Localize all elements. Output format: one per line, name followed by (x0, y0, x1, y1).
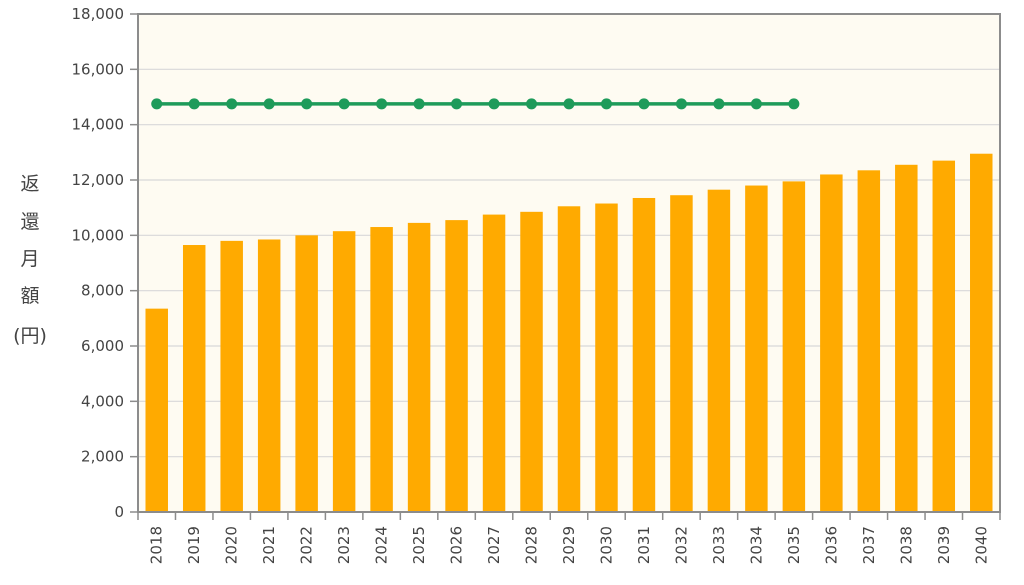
data-point (713, 98, 725, 110)
x-tick-label: 2039 (935, 526, 953, 564)
x-tick-label: 2021 (260, 526, 278, 564)
bar (370, 227, 393, 513)
x-tick-label: 2026 (448, 526, 466, 564)
x-tick-label: 2027 (485, 526, 503, 564)
bar (970, 153, 993, 512)
x-tick-label: 2028 (523, 526, 541, 564)
data-point (526, 98, 538, 110)
bar (520, 211, 543, 513)
x-tick-label: 2029 (560, 526, 578, 564)
x-tick-label: 2038 (897, 526, 915, 564)
x-tick-label: 2033 (710, 526, 728, 564)
y-tick-label: 8,000 (81, 282, 124, 300)
x-tick-label: 2035 (785, 526, 803, 564)
data-point (488, 98, 500, 110)
data-point (750, 98, 762, 110)
y-tick-labels: 0 2,000 4,000 6,000 8,000 10,000 12,000 14,000 1… (72, 5, 125, 521)
y-axis-label-char: 額 (20, 285, 39, 307)
bar (670, 195, 693, 512)
bar (407, 222, 431, 512)
axes (130, 13, 1001, 520)
y-tick-label: 4,000 (81, 392, 124, 410)
y-axis-label-char: 月 (20, 248, 39, 270)
y-tick-label: 16,000 (72, 60, 125, 78)
bar (707, 189, 731, 512)
y-axis-label-char: 返 (20, 173, 39, 195)
bar (145, 308, 168, 512)
data-point (151, 98, 163, 110)
plot-frame (137, 13, 1001, 513)
bar (782, 181, 806, 512)
bar (895, 164, 918, 513)
y-tick-label: 14,000 (72, 116, 125, 134)
bar (295, 235, 318, 513)
x-tick-label: 2020 (223, 526, 241, 564)
y-tick-label: 12,000 (72, 171, 125, 189)
bar-series (145, 153, 993, 513)
y-tick-label: 6,000 (81, 337, 124, 355)
y-tick-label: 2,000 (81, 448, 124, 466)
x-tick-label: 2030 (597, 526, 615, 564)
data-point (451, 98, 463, 110)
x-tick-label: 2024 (373, 526, 391, 564)
data-point (600, 98, 612, 110)
x-tick-label: 2032 (672, 526, 690, 564)
x-tick-label: 2025 (410, 526, 428, 564)
bar (332, 231, 356, 512)
x-tick-labels: 2018 2019 2020 2021 2022 2023 2024 2025 2026 2027… (148, 526, 991, 564)
bar (632, 197, 656, 512)
data-point (413, 98, 425, 110)
x-tick-label: 2031 (635, 526, 653, 564)
x-tick-label: 2019 (185, 526, 203, 564)
x-tick-label: 2034 (747, 526, 765, 564)
data-point (226, 98, 238, 110)
y-axis-label-char: 還 (20, 211, 39, 233)
y-tick-label: 0 (114, 503, 124, 521)
data-point (788, 98, 800, 110)
x-tick-label: 2037 (860, 526, 878, 564)
bar (482, 214, 506, 513)
data-point (263, 98, 275, 110)
bar (220, 240, 243, 512)
bar (857, 170, 881, 513)
data-point (638, 98, 650, 110)
bar (595, 203, 618, 512)
bar (820, 174, 843, 512)
y-tick-label: 18,000 (72, 5, 125, 23)
bar (257, 239, 281, 512)
bar (932, 160, 956, 512)
bar (557, 206, 581, 513)
bar (445, 220, 468, 512)
bar (745, 185, 768, 513)
data-point (563, 98, 575, 110)
y-axis-label-char: (円) (13, 325, 47, 347)
x-tick-label: 2040 (972, 526, 990, 564)
x-tick-label: 2018 (148, 526, 166, 564)
x-tick-label: 2023 (335, 526, 353, 564)
y-tick-label: 10,000 (72, 226, 125, 244)
data-point (188, 98, 200, 110)
x-tick-label: 2022 (298, 526, 316, 564)
line-series (151, 98, 800, 110)
data-point (376, 98, 388, 110)
bar (182, 245, 206, 512)
data-point (301, 98, 313, 110)
data-point (675, 98, 687, 110)
x-tick-label: 2036 (822, 526, 840, 564)
data-point (338, 98, 350, 110)
